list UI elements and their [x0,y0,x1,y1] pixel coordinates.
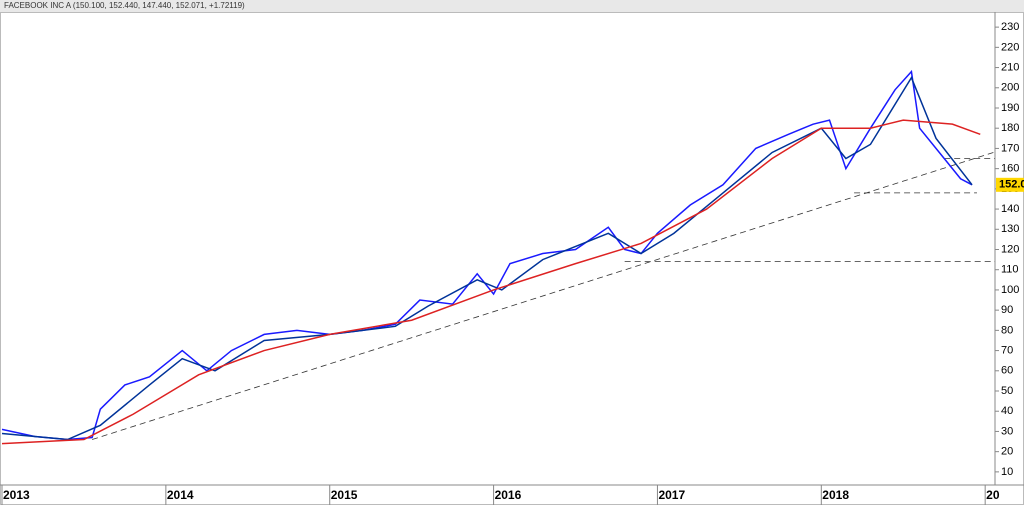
y-tick-label: 70 [1001,344,1013,356]
last-price-tag [996,177,1024,192]
header-bar [0,0,1024,12]
y-tick-label: 80 [1001,324,1013,336]
y-tick-label: 30 [1001,425,1013,437]
x-tick-label: 2015 [331,488,358,502]
y-tick-label: 20 [1001,446,1013,458]
x-tick-label: 20 [986,488,1000,502]
y-tick-label: 90 [1001,304,1013,316]
y-tick-label: 190 [1001,102,1019,114]
price-line [1,76,973,441]
price-line [1,69,973,441]
y-tick-label: 120 [1001,243,1019,255]
y-tick-label: 220 [1001,41,1019,53]
frame [0,12,1024,505]
last-price-label: 152.0 [999,179,1024,191]
y-tick-label: 110 [1001,264,1019,276]
y-tick-label: 50 [1001,385,1013,397]
y-tick-label: 130 [1001,223,1019,235]
y-tick-label: 40 [1001,405,1013,417]
y-tick-label: 200 [1001,82,1019,94]
x-tick-label: 2016 [495,488,522,502]
y-tick-label: 100 [1001,284,1019,296]
chart-title: FACEBOOK INC A (150.100, 152.440, 147.44… [4,1,245,10]
x-tick-label: 2014 [167,488,194,502]
y-tick-label: 210 [1001,61,1019,73]
y-tick-label: 160 [1001,163,1019,175]
y-tick-label: 170 [1001,142,1019,154]
x-tick-label: 2018 [822,488,849,502]
y-tick-label: 140 [1001,203,1019,215]
y-tick-label: 60 [1001,365,1013,377]
y-tick-label: 10 [1001,466,1013,478]
y-tick-label: 230 [1001,21,1019,33]
x-tick-label: 2017 [658,488,685,502]
y-tick-label: 180 [1001,122,1019,134]
trendline [92,152,994,440]
price-line [1,119,981,445]
x-tick-label: 2013 [3,488,30,502]
